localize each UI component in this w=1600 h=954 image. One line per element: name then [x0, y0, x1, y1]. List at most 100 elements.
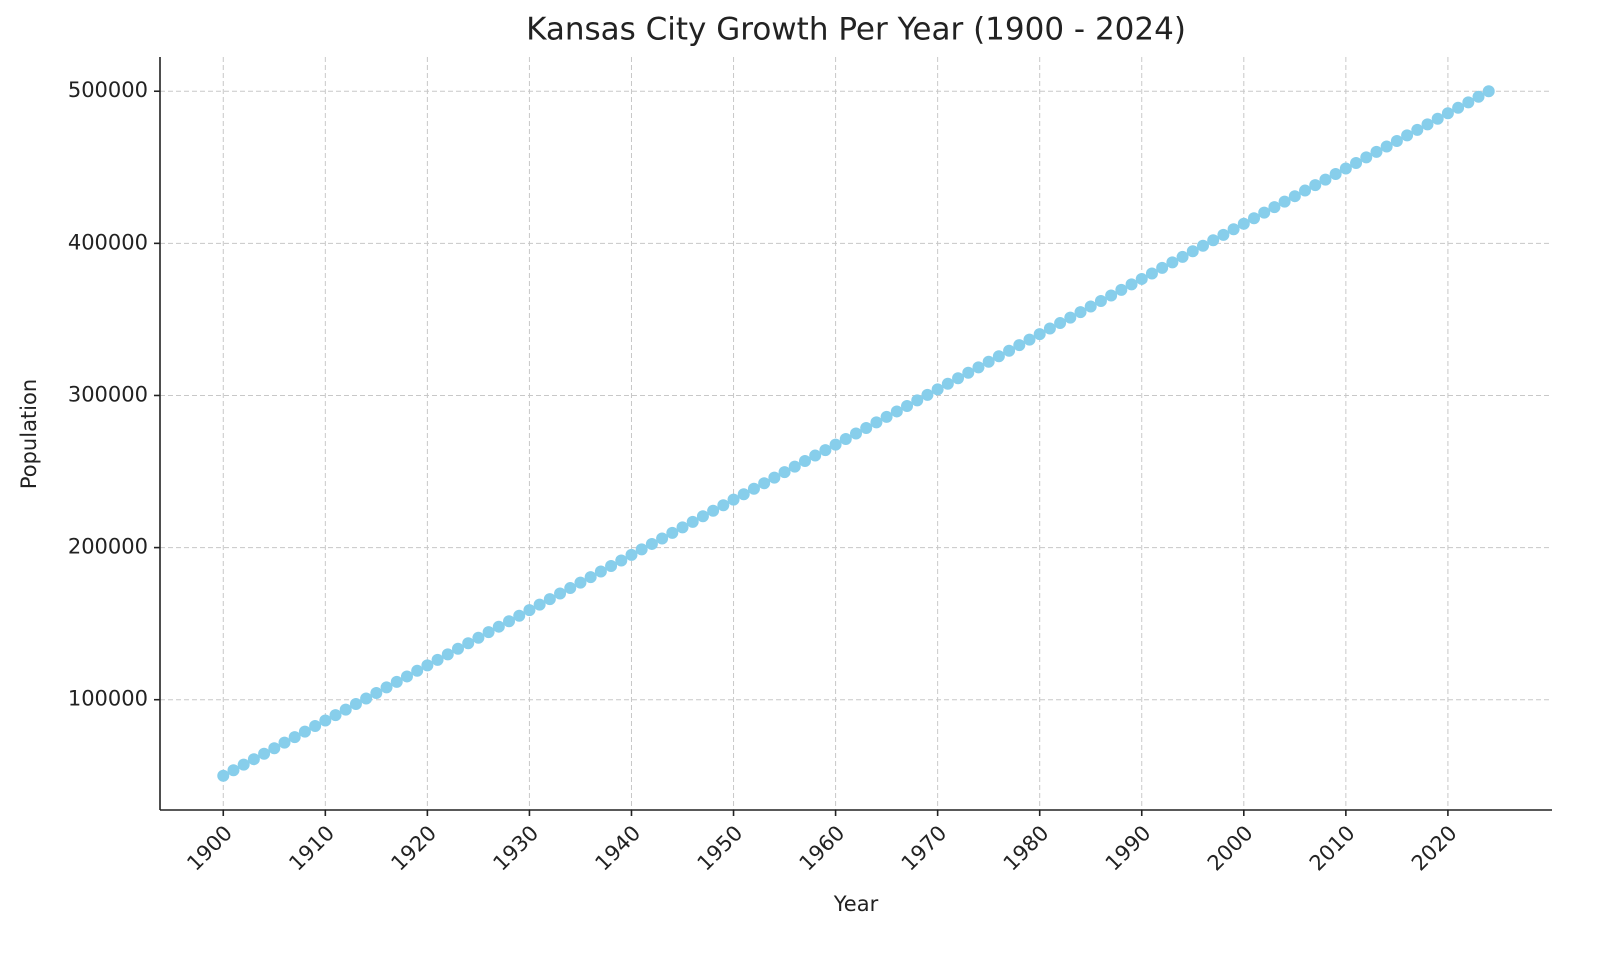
- data-point: [217, 769, 230, 782]
- data-point: [798, 455, 811, 468]
- data-point: [768, 471, 781, 484]
- data-point: [1452, 101, 1465, 114]
- data-point: [360, 692, 373, 705]
- data-point: [1339, 162, 1352, 175]
- data-point: [237, 758, 250, 771]
- data-point: [1431, 112, 1444, 125]
- data-point: [1462, 96, 1475, 109]
- x-tick-label: 2000: [1203, 821, 1258, 876]
- data-point: [523, 604, 536, 617]
- x-tick-label: 1900: [182, 821, 237, 876]
- data-point: [1115, 283, 1128, 296]
- data-point: [696, 510, 709, 523]
- data-point: [788, 460, 801, 473]
- data-point: [533, 598, 546, 611]
- data-point: [1319, 173, 1332, 186]
- data-point: [1360, 151, 1373, 164]
- data-point: [1166, 256, 1179, 269]
- data-point: [1023, 333, 1036, 346]
- data-point: [431, 653, 444, 666]
- data-point: [1207, 234, 1220, 247]
- data-point: [278, 736, 291, 749]
- data-point: [1390, 134, 1403, 147]
- data-point: [1350, 157, 1363, 170]
- data-point: [288, 731, 301, 744]
- data-point: [421, 659, 434, 672]
- data-point: [513, 609, 526, 622]
- data-point: [462, 637, 475, 650]
- data-point: [1278, 195, 1291, 208]
- data-point: [625, 548, 638, 561]
- data-point: [1196, 239, 1209, 252]
- data-point: [1309, 179, 1322, 192]
- x-tick-label: 1990: [1101, 821, 1156, 876]
- data-point: [503, 615, 516, 628]
- data-point: [890, 405, 903, 418]
- x-tick-label: 2010: [1305, 821, 1360, 876]
- data-point: [737, 488, 750, 501]
- data-point: [1074, 306, 1087, 319]
- data-point: [400, 670, 413, 683]
- data-point: [370, 687, 383, 700]
- x-tick-label: 2020: [1407, 821, 1462, 876]
- x-axis-label: Year: [833, 892, 879, 916]
- data-point: [605, 559, 618, 572]
- data-point: [441, 648, 454, 661]
- data-point: [686, 515, 699, 528]
- data-point: [227, 764, 240, 777]
- x-tick-label: 1980: [999, 821, 1054, 876]
- data-point: [1401, 129, 1414, 142]
- data-point: [880, 410, 893, 423]
- data-point: [615, 554, 628, 567]
- data-point: [850, 427, 862, 440]
- data-point: [1084, 300, 1097, 313]
- data-point: [1186, 245, 1199, 258]
- data-point: [554, 587, 567, 600]
- data-point: [809, 449, 822, 462]
- data-point: [574, 576, 587, 589]
- x-tick-label: 1920: [386, 821, 441, 876]
- x-tick-label: 1930: [488, 821, 543, 876]
- data-point: [1105, 289, 1118, 302]
- y-tick-label: 200000: [68, 535, 148, 559]
- data-point: [1003, 344, 1016, 357]
- chart-title: Kansas City Growth Per Year (1900 - 2024…: [526, 12, 1186, 48]
- data-point: [972, 361, 985, 374]
- data-point: [339, 703, 352, 716]
- data-point: [258, 747, 271, 760]
- data-point: [451, 642, 464, 655]
- data-point: [1125, 278, 1138, 291]
- data-point: [941, 377, 954, 390]
- data-point: [717, 499, 730, 512]
- data-point: [676, 521, 689, 534]
- data-point: [543, 593, 556, 606]
- data-point: [982, 355, 995, 368]
- data-point: [1043, 322, 1056, 335]
- data-point: [1176, 250, 1189, 263]
- y-tick-label: 100000: [68, 687, 148, 711]
- data-point: [380, 681, 393, 694]
- data-point: [992, 350, 1005, 363]
- data-point: [492, 620, 505, 633]
- data-point: [1411, 123, 1424, 136]
- x-tick-label: 1940: [590, 821, 645, 876]
- data-point: [1329, 167, 1342, 180]
- data-point: [1094, 295, 1107, 308]
- data-point: [1054, 317, 1067, 330]
- data-point: [1217, 228, 1230, 241]
- data-point: [839, 432, 852, 445]
- data-point: [1013, 339, 1026, 352]
- data-point: [819, 444, 832, 457]
- data-point: [309, 720, 322, 733]
- data-point: [319, 714, 332, 727]
- data-point: [747, 482, 760, 495]
- x-tick-label: 1970: [897, 821, 952, 876]
- data-point: [1370, 145, 1383, 158]
- data-point: [656, 532, 669, 545]
- data-point: [472, 631, 485, 644]
- data-point: [1482, 85, 1495, 98]
- data-point: [564, 582, 577, 595]
- data-point: [1421, 118, 1434, 131]
- data-point: [870, 416, 883, 429]
